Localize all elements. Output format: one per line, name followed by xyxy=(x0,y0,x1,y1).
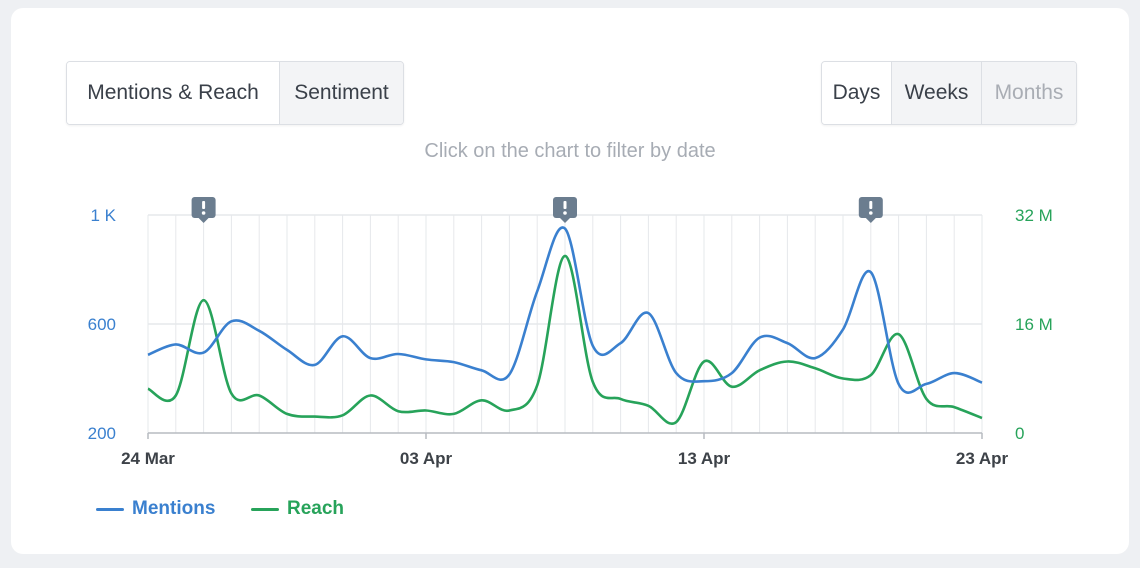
reach-legend-line xyxy=(251,507,279,511)
reach-data-point xyxy=(229,391,233,395)
reach-legend-label: Reach xyxy=(287,498,345,519)
chart-hint: Click on the chart to filter by date xyxy=(424,140,716,162)
reach-data-point xyxy=(813,366,817,370)
mentions-data-point xyxy=(785,341,789,345)
x-tick-label: 13 Apr xyxy=(678,449,731,468)
reach-series-line xyxy=(147,254,983,425)
mentions-data-point xyxy=(507,372,511,376)
reach-data-point xyxy=(702,359,706,363)
reach-data-point xyxy=(730,385,734,389)
reach-data-point xyxy=(146,387,150,391)
reach-data-point xyxy=(285,412,289,416)
mentions-data-point xyxy=(202,351,206,355)
reach-data-point xyxy=(785,359,789,363)
reach-data-point xyxy=(897,332,901,336)
reach-data-point xyxy=(841,377,845,381)
mentions-data-point xyxy=(758,336,762,340)
reach-data-point xyxy=(452,412,456,416)
mentions-series-line xyxy=(147,226,983,394)
exclamation-icon[interactable] xyxy=(553,197,577,223)
mentions-legend-line xyxy=(96,507,124,511)
exclamation-icon[interactable] xyxy=(191,197,216,223)
mentions-data-point xyxy=(174,342,178,346)
chart-type-switch: Mentions & Reach Sentiment xyxy=(66,61,404,125)
mentions-data-point xyxy=(897,382,901,386)
mentions-data-point xyxy=(563,227,567,231)
legend-item-reach[interactable]: Reach xyxy=(251,498,344,520)
reach-data-point xyxy=(563,254,567,258)
period-days-button[interactable]: Days xyxy=(822,62,891,124)
period-months-button: Months xyxy=(981,62,1076,124)
reach-data-point xyxy=(646,404,650,408)
reach-data-point xyxy=(424,409,428,413)
tab-sentiment[interactable]: Sentiment xyxy=(279,62,403,124)
x-tick-label: 03 Apr xyxy=(400,449,453,468)
reach-data-point xyxy=(313,415,317,419)
x-tick-label: 24 Mar xyxy=(121,449,175,468)
mentions-data-point xyxy=(869,270,873,274)
mentions-data-point xyxy=(591,344,595,348)
reach-data-point xyxy=(924,397,928,401)
mentions-data-point xyxy=(257,329,261,333)
reach-data-point xyxy=(952,405,956,409)
period-weeks-button[interactable]: Weeks xyxy=(891,62,981,124)
mentions-data-point xyxy=(924,382,928,386)
reach-data-point xyxy=(591,380,595,384)
period-switch: Days Weeks Months xyxy=(821,61,1077,125)
x-tick-label: 23 Apr xyxy=(956,449,1009,468)
reach-data-point xyxy=(535,383,539,387)
mentions-data-point xyxy=(674,371,678,375)
reach-data-point xyxy=(341,413,345,417)
mentions-legend-label: Mentions xyxy=(132,498,216,519)
mentions-data-point xyxy=(535,289,539,293)
reach-data-point xyxy=(202,298,206,302)
mentions-data-point xyxy=(841,327,845,331)
mentions-data-point xyxy=(480,368,484,372)
mentions-data-point xyxy=(146,353,150,357)
mentions-data-point xyxy=(952,371,956,375)
mentions-data-point xyxy=(368,356,372,360)
y-right-tick-label: 0 xyxy=(1015,424,1024,443)
y-right-tick-label: 16 M xyxy=(1015,315,1053,334)
mentions-data-point xyxy=(396,352,400,356)
reach-data-point xyxy=(507,409,511,413)
mentions-data-point xyxy=(424,357,428,361)
mentions-data-point xyxy=(980,381,984,385)
reach-data-point xyxy=(396,409,400,413)
reach-data-point xyxy=(174,394,178,398)
reach-data-point xyxy=(368,394,372,398)
y-left-tick-label: 200 xyxy=(88,424,116,443)
mentions-data-point xyxy=(229,319,233,323)
reach-data-point xyxy=(257,394,261,398)
reach-data-point xyxy=(674,420,678,424)
mentions-data-point xyxy=(730,371,734,375)
reach-data-point xyxy=(758,368,762,372)
y-right-tick-label: 32 M xyxy=(1015,206,1053,225)
tab-mentions-reach[interactable]: Mentions & Reach xyxy=(67,62,279,124)
mentions-data-point xyxy=(285,348,289,352)
reach-data-point xyxy=(480,398,484,402)
reach-data-point xyxy=(869,373,873,377)
reach-data-point xyxy=(980,416,984,420)
y-left-tick-label: 1 K xyxy=(90,206,116,225)
mentions-data-point xyxy=(313,363,317,367)
legend-item-mentions[interactable]: Mentions xyxy=(96,498,215,520)
mentions-data-point xyxy=(341,334,345,338)
mentions-data-point xyxy=(702,379,706,383)
reach-data-point xyxy=(619,397,623,401)
mentions-data-point xyxy=(619,341,623,345)
y-left-tick-label: 600 xyxy=(88,315,116,334)
mentions-data-point xyxy=(646,311,650,315)
mentions-data-point xyxy=(813,356,817,360)
exclamation-icon[interactable] xyxy=(858,197,883,223)
mentions-data-point xyxy=(452,360,456,364)
